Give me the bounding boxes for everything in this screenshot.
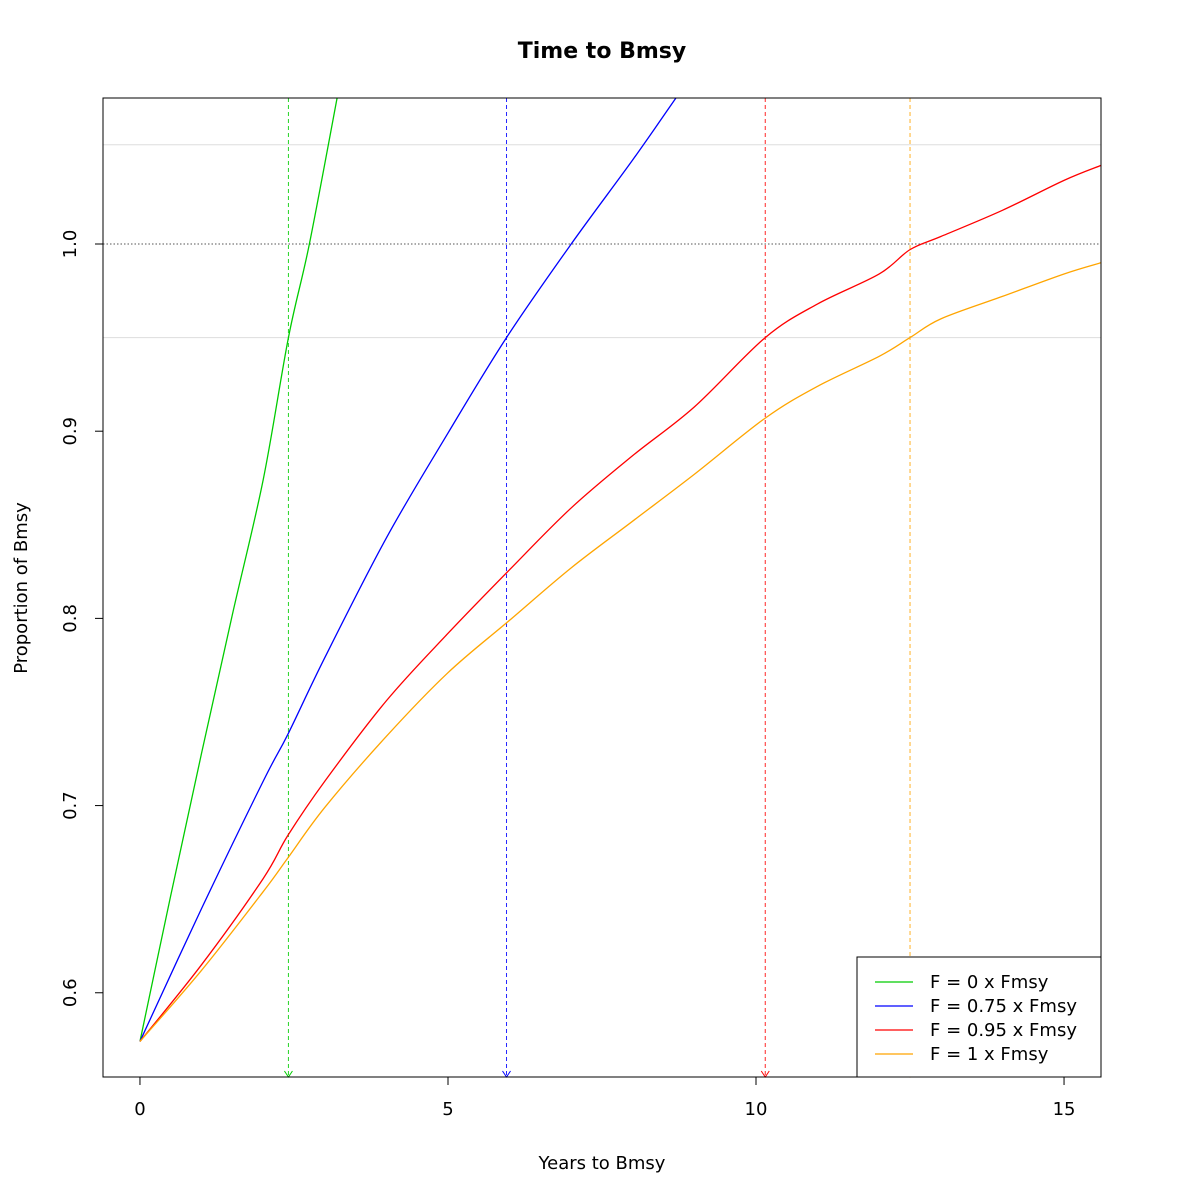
- x-tick-label: 5: [442, 1099, 453, 1120]
- series-line-1: [139, 98, 677, 1042]
- series-line-3: [139, 262, 1101, 1042]
- legend: F = 0 x Fmsy F = 0.75 x Fmsy F = 0.95 x Fm…: [856, 956, 1102, 1078]
- reference-lines: [103, 144, 1101, 339]
- legend-label-1: F = 0.75 x Fmsy: [930, 996, 1077, 1017]
- y-tick-label: 0.7: [60, 791, 81, 820]
- y-axis: 0.6 0.7 0.8 0.9 1.0: [60, 230, 103, 1007]
- plot-frame: [102, 97, 1102, 1078]
- series-line-0: [139, 98, 338, 1042]
- y-tick-label: 0.8: [60, 604, 81, 633]
- legend-label-2: F = 0.95 x Fmsy: [930, 1020, 1077, 1041]
- x-tick-label: 0: [134, 1099, 145, 1120]
- chart-title: Time to Bmsy: [518, 39, 686, 64]
- legend-label-3: F = 1 x Fmsy: [930, 1044, 1049, 1065]
- time-to-target-lines: [284, 98, 915, 1078]
- x-axis-label: Years to Bmsy: [538, 1153, 666, 1174]
- series-line-2: [139, 164, 1101, 1042]
- legend-label-0: F = 0 x Fmsy: [930, 972, 1049, 993]
- legend-box: [856, 956, 1102, 1078]
- series-lines: [139, 98, 1101, 1042]
- x-axis: 0 5 10 15: [134, 1077, 1075, 1120]
- y-tick-label: 0.9: [60, 417, 81, 446]
- y-tick-label: 1.0: [60, 230, 81, 259]
- x-tick-label: 10: [745, 1099, 768, 1120]
- x-tick-label: 15: [1053, 1099, 1076, 1120]
- y-tick-label: 0.6: [60, 978, 81, 1007]
- y-axis-label: Proportion of Bmsy: [11, 502, 32, 674]
